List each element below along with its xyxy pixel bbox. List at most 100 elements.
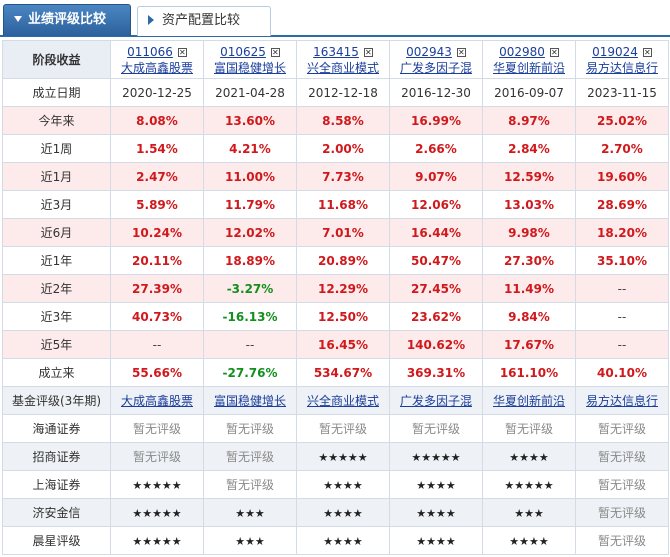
return-cell: 2.70% (575, 134, 669, 163)
fund-code-link[interactable]: 019024 (592, 44, 638, 59)
fund-header-cell: 019024 ✕ 易方达信息行 (575, 40, 669, 79)
remove-fund-icon[interactable]: ✕ (642, 47, 652, 57)
return-cell: 161.10% (482, 358, 576, 387)
fund-name-link[interactable]: 兴全商业模式 (306, 394, 379, 408)
return-row: 近1年 20.11% 18.89% 20.89% 50.47% 27.30% 35.10% (2, 246, 669, 275)
fund-name-link[interactable]: 富国稳健增长 (213, 394, 286, 408)
return-cell: 25.02% (575, 106, 669, 135)
rating-header-row: 基金评级(3年期) 大成高鑫股票 富国稳健增长 兴全商业模式 广发多因子混 华夏创新前沿 易… (2, 386, 669, 415)
return-value: 13.60% (225, 113, 275, 128)
inception-date-cell: 2016-12-30 (389, 78, 483, 107)
remove-fund-icon[interactable]: ✕ (270, 47, 280, 57)
rating-cell: ★★★★ (296, 470, 390, 499)
remove-fund-icon[interactable]: ✕ (177, 47, 187, 57)
fund-name-link[interactable]: 兴全商业模式 (306, 60, 379, 75)
table-header-row: 阶段收益 011066 ✕ 大成高鑫股票 010625 ✕ 富国稳健增长 163415 ✕ 兴全商… (2, 40, 669, 79)
row-label: 今年来 (2, 106, 111, 135)
remove-fund-icon[interactable]: ✕ (363, 47, 373, 57)
fund-name-link[interactable]: 华夏创新前沿 (492, 394, 565, 408)
rating-fund-cell: 大成高鑫股票 (110, 386, 204, 415)
return-value: 20.11% (132, 253, 182, 268)
fund-name-link[interactable]: 富国稳健增长 (213, 60, 286, 75)
row-label: 近1月 (2, 162, 111, 191)
fund-code-link[interactable]: 163415 (313, 44, 359, 59)
return-value: -- (617, 309, 627, 324)
return-row: 近1周 1.54% 4.21% 2.00% 2.66% 2.84% 2.70% (2, 134, 669, 163)
fund-name-link[interactable]: 易方达信息行 (585, 394, 658, 408)
return-cell: 28.69% (575, 190, 669, 219)
row-label: 近1周 (2, 134, 111, 163)
fund-name-link[interactable]: 易方达信息行 (585, 60, 658, 75)
return-value: -- (617, 281, 627, 296)
return-row: 今年来 8.08% 13.60% 8.58% 16.99% 8.97% 25.02% (2, 106, 669, 135)
no-rating-text: 暂无评级 (597, 506, 646, 520)
return-value: 9.07% (415, 169, 457, 184)
fund-header-cell: 002980 ✕ 华夏创新前沿 (482, 40, 576, 79)
fund-name-link[interactable]: 广发多因子混 (399, 394, 472, 408)
tab-performance-rating[interactable]: 业绩评级比较 (3, 4, 131, 36)
return-value: 11.79% (225, 197, 275, 212)
rating-cell: 暂无评级 (575, 526, 669, 555)
return-row: 成立来 55.66% -27.76% 534.67% 369.31% 161.10% 40.… (2, 358, 669, 387)
rating-cell: ★★★★★ (110, 526, 204, 555)
return-cell: 12.02% (203, 218, 297, 247)
rating-row: 晨星评级 ★★★★★ ★★★ ★★★★ ★★★★ ★★★★ 暂无评级 (2, 526, 669, 555)
rating-cell: 暂无评级 (389, 414, 483, 443)
fund-name-link[interactable]: 大成高鑫股票 (120, 394, 193, 408)
return-value: 17.67% (504, 337, 554, 352)
return-value: 20.89% (318, 253, 368, 268)
return-value: 2.70% (601, 141, 643, 156)
fund-code-link[interactable]: 011066 (127, 44, 173, 59)
star-rating: ★★★★ (509, 534, 549, 548)
row-label: 成立日期 (2, 78, 111, 107)
return-value: 4.21% (229, 141, 271, 156)
fund-name-link[interactable]: 华夏创新前沿 (492, 60, 565, 75)
return-cell: 1.54% (110, 134, 204, 163)
return-row: 近3月 5.89% 11.79% 11.68% 12.06% 13.03% 28.69% (2, 190, 669, 219)
fund-code-link[interactable]: 002943 (406, 44, 452, 59)
rating-row: 招商证券 暂无评级 暂无评级 ★★★★★ ★★★★★ ★★★★ 暂无评级 (2, 442, 669, 471)
fund-code-link[interactable]: 002980 (499, 44, 545, 59)
rating-cell: 暂无评级 (575, 414, 669, 443)
return-cell: 23.62% (389, 302, 483, 331)
return-value: 534.67% (313, 365, 373, 380)
remove-fund-icon[interactable]: ✕ (549, 47, 559, 57)
rating-cell: ★★★★ (389, 526, 483, 555)
return-value: 1.54% (136, 141, 178, 156)
tab-asset-allocation[interactable]: 资产配置比较 (137, 6, 271, 36)
rating-cell: ★★★★★ (389, 442, 483, 471)
return-cell: 4.21% (203, 134, 297, 163)
row-label: 上海证券 (2, 470, 111, 499)
return-value: 7.01% (322, 225, 364, 240)
return-value: 55.66% (132, 365, 182, 380)
return-cell: 534.67% (296, 358, 390, 387)
rating-row: 海通证券 暂无评级 暂无评级 暂无评级 暂无评级 暂无评级 暂无评级 (2, 414, 669, 443)
return-value: 2.66% (415, 141, 457, 156)
return-value: 140.62% (406, 337, 466, 352)
return-value: 16.44% (411, 225, 461, 240)
star-rating: ★★★★ (323, 534, 363, 548)
rating-cell: ★★★★★ (296, 442, 390, 471)
no-rating-text: 暂无评级 (318, 422, 367, 436)
fund-name-link[interactable]: 大成高鑫股票 (120, 60, 193, 75)
rating-fund-cell: 易方达信息行 (575, 386, 669, 415)
star-rating: ★★★★ (509, 450, 549, 464)
return-cell: 18.89% (203, 246, 297, 275)
return-cell: -3.27% (203, 274, 297, 303)
rating-cell: ★★★★ (296, 526, 390, 555)
return-cell: -- (575, 302, 669, 331)
fund-name-link[interactable]: 广发多因子混 (399, 60, 472, 75)
star-rating: ★★★★ (416, 534, 456, 548)
rating-cell: ★★★★ (296, 498, 390, 527)
return-value: 27.30% (504, 253, 554, 268)
fund-code-link[interactable]: 010625 (220, 44, 266, 59)
remove-fund-icon[interactable]: ✕ (456, 47, 466, 57)
inception-date-cell: 2020-12-25 (110, 78, 204, 107)
return-cell: 8.97% (482, 106, 576, 135)
return-value: 27.45% (411, 281, 461, 296)
tab-label: 资产配置比较 (162, 13, 241, 28)
return-cell: 369.31% (389, 358, 483, 387)
rating-cell: ★★★★ (389, 470, 483, 499)
rating-cell: 暂无评级 (575, 442, 669, 471)
row-label: 海通证券 (2, 414, 111, 443)
